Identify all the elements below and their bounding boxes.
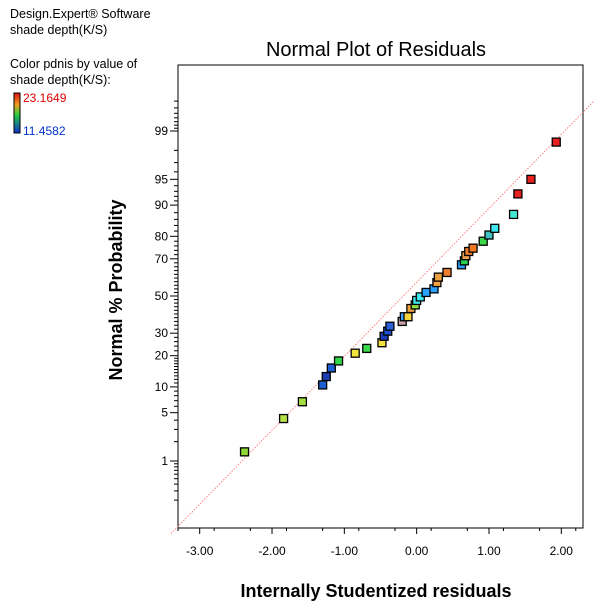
data-point <box>508 209 519 220</box>
reference-line-group <box>170 100 595 535</box>
y-axis-title: Normal % Probability <box>106 199 126 380</box>
x-axis-title: Internally Studentized residuals <box>240 581 511 601</box>
software-name: Design.Expert® Software <box>10 7 151 21</box>
y-tick-label: 10 <box>155 380 169 394</box>
legend-min-label: 11.4582 <box>23 124 66 138</box>
y-tick-label: 20 <box>155 349 169 363</box>
y-tick-label: 99 <box>155 124 169 138</box>
y-tick-label: 1 <box>161 454 168 468</box>
reference-line <box>170 100 595 535</box>
data-point <box>317 380 328 390</box>
data-point <box>484 230 494 240</box>
data-point <box>321 371 331 382</box>
data-point <box>513 189 523 199</box>
data-point <box>478 236 488 246</box>
y-tick-label: 80 <box>155 229 169 243</box>
data-point <box>239 447 250 457</box>
data-point <box>526 174 536 184</box>
x-axis: -3.00 -2.00 -1.00 0.00 1.00 2.00 <box>177 528 577 558</box>
y-tick-label: 95 <box>155 172 169 186</box>
y-tick-label: 50 <box>155 289 169 303</box>
y-tick-label: 30 <box>155 326 169 340</box>
y-axis: 1 5 10 20 30 50 70 80 90 95 99 <box>155 100 178 501</box>
data-point <box>490 223 500 233</box>
y-tick-label: 90 <box>155 198 169 212</box>
y-tick-label: 70 <box>155 252 169 266</box>
data-point <box>551 137 561 147</box>
data-point <box>350 348 360 358</box>
legend-caption-line2: shade depth(K/S): <box>10 73 111 87</box>
x-tick-label: -1.00 <box>331 544 359 558</box>
software-label: Design.Expert® Software shade depth(K/S) <box>10 6 151 38</box>
data-point <box>278 413 289 424</box>
x-tick-label: 2.00 <box>550 544 574 558</box>
data-point <box>362 343 372 354</box>
x-tick-label: -2.00 <box>258 544 286 558</box>
data-point <box>333 356 344 366</box>
y-tick-label: 5 <box>161 406 168 420</box>
response-name: shade depth(K/S) <box>10 23 108 37</box>
data-point <box>433 272 444 282</box>
plot-frame <box>177 64 584 529</box>
data-point <box>385 321 395 331</box>
legend-color-bar <box>13 92 21 134</box>
data-point <box>442 267 452 278</box>
chart-title: Normal Plot of Residuals <box>266 39 486 61</box>
legend-caption: Color pdnis by value of shade depth(K/S)… <box>10 56 137 88</box>
data-point <box>421 287 431 298</box>
legend-max-label: 23.1649 <box>23 91 67 105</box>
data-point <box>403 312 413 322</box>
data-point <box>468 243 478 253</box>
x-tick-label: 1.00 <box>477 544 501 558</box>
data-point <box>326 363 336 373</box>
data-point <box>297 397 308 407</box>
legend-caption-line1: Color pdnis by value of <box>10 57 138 71</box>
data-points <box>239 137 561 457</box>
x-tick-label: 0.00 <box>405 544 429 558</box>
x-tick-label: -3.00 <box>186 544 214 558</box>
